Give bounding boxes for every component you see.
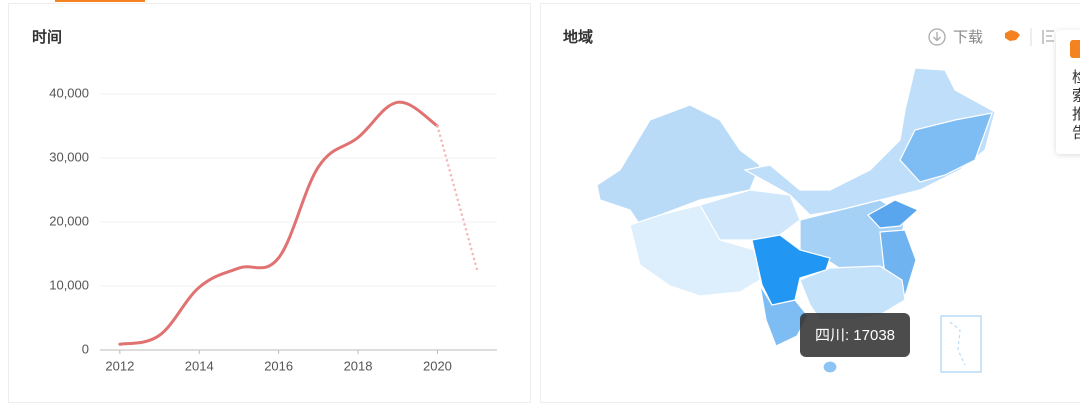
popup-text: 告 xyxy=(1072,124,1080,141)
time-panel xyxy=(8,3,531,403)
popup-text: 索 xyxy=(1072,87,1080,104)
y-tick-label: 20,000 xyxy=(49,213,89,228)
region-xinjiang[interactable] xyxy=(596,104,761,226)
region-title: 地域 xyxy=(563,28,593,46)
series-line xyxy=(118,100,439,346)
region-qinghai[interactable] xyxy=(699,189,801,241)
region-tibet[interactable] xyxy=(629,204,761,297)
list-view-icon[interactable] xyxy=(1042,30,1054,44)
time-title: 时间 xyxy=(32,28,62,46)
download-icon xyxy=(928,28,946,46)
y-tick-label: 40,000 xyxy=(49,85,89,100)
tooltip-box xyxy=(800,313,910,357)
x-tick-label: 2012 xyxy=(105,358,134,373)
map-view-icon[interactable] xyxy=(1005,30,1020,41)
download-button[interactable]: 下载 xyxy=(928,28,983,46)
download-label: 下载 xyxy=(953,29,983,46)
popup-box xyxy=(1056,30,1080,154)
popup-badge xyxy=(1070,40,1080,58)
series-line xyxy=(436,124,479,272)
x-tick-label: 2020 xyxy=(423,358,452,373)
region-hainan[interactable] xyxy=(822,360,838,374)
y-tick-label: 10,000 xyxy=(49,277,89,292)
active-tab-indicator xyxy=(55,0,145,2)
tooltip-text: 四川: 17038 xyxy=(815,327,895,344)
china-map xyxy=(596,67,996,374)
popup-text: 推 xyxy=(1072,106,1080,123)
y-tick-label: 0 xyxy=(82,341,89,356)
region-sichuan[interactable] xyxy=(751,234,831,306)
x-tick-label: 2016 xyxy=(264,358,293,373)
x-tick-label: 2018 xyxy=(344,358,373,373)
x-tick-label: 2014 xyxy=(185,358,214,373)
download-arrow xyxy=(933,32,941,42)
popup-text: 检 xyxy=(1072,69,1080,86)
region-northeast[interactable] xyxy=(899,112,993,183)
y-tick-label: 30,000 xyxy=(49,149,89,164)
region-panel xyxy=(540,3,1080,403)
region-south[interactable] xyxy=(799,265,906,321)
south-sea-inset xyxy=(940,315,982,373)
south-sea-line xyxy=(949,321,966,366)
map-tooltip: 四川: 17038 xyxy=(800,313,910,357)
region-shandong[interactable] xyxy=(867,199,920,229)
